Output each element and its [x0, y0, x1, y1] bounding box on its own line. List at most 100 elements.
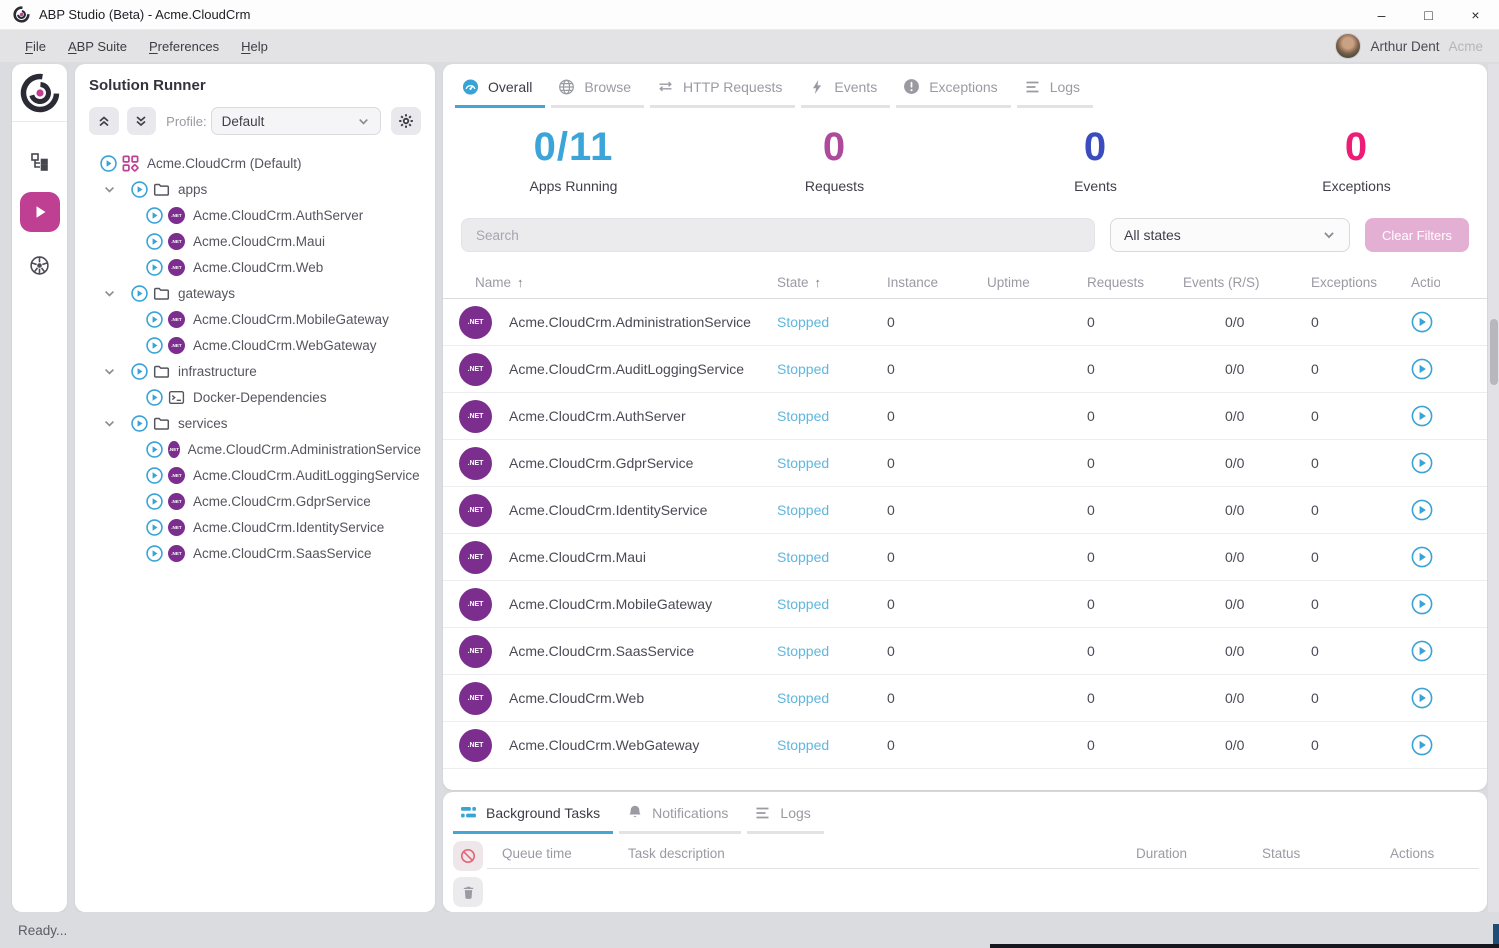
start-app-button[interactable] — [1411, 593, 1433, 615]
play-icon[interactable] — [146, 258, 163, 276]
app-row-acme-cloudcrm-administrationservice: .NET Acme.CloudCrm.AdministrationService S… — [443, 299, 1487, 346]
app-row-acme-cloudcrm-web: .NET Acme.CloudCrm.Web Stopped 0 0 0/0 0 — [443, 675, 1487, 722]
start-app-button[interactable] — [1411, 640, 1433, 662]
column-header-events-r-s[interactable]: Events (R/S) — [1183, 275, 1311, 290]
column-header-state[interactable]: State ↑ — [777, 275, 887, 290]
column-header-instance[interactable]: Instance — [887, 275, 987, 290]
tree-item-apps[interactable]: apps — [89, 176, 421, 202]
expand-all-button[interactable] — [126, 107, 157, 135]
tree-item-acme-cloudcrm-administrationservice[interactable]: .NET Acme.CloudCrm.AdministrationService — [89, 436, 421, 462]
close-button[interactable]: × — [1471, 6, 1480, 23]
menu-preferences[interactable]: Preferences — [149, 38, 220, 54]
app-icon-cell: .NET — [459, 540, 509, 574]
app-row-acme-cloudcrm-auditloggingservice: .NET Acme.CloudCrm.AuditLoggingService Sto… — [443, 346, 1487, 393]
menu-help[interactable]: Help — [241, 38, 268, 54]
tree-item-acme-cloudcrm-mobilegateway[interactable]: .NET Acme.CloudCrm.MobileGateway — [89, 306, 421, 332]
chevron-down-icon[interactable] — [101, 363, 118, 380]
play-icon[interactable] — [131, 414, 148, 432]
profile-select[interactable]: Default — [210, 107, 382, 135]
tree-item-acme-cloudcrm-web[interactable]: .NET Acme.CloudCrm.Web — [89, 254, 421, 280]
play-icon[interactable] — [146, 544, 163, 562]
play-icon[interactable] — [131, 180, 148, 198]
cancel-task-button[interactable] — [453, 841, 483, 871]
collapse-all-button[interactable] — [89, 107, 119, 135]
main-tab-browse[interactable]: Browse — [551, 75, 645, 108]
column-header-exceptions[interactable]: Exceptions — [1311, 275, 1411, 290]
start-app-button[interactable] — [1411, 546, 1433, 568]
solution-runner-button[interactable] — [19, 192, 60, 232]
play-icon[interactable] — [131, 362, 148, 380]
bottom-tabs: Background Tasks Notifications Logs — [443, 792, 1487, 834]
play-icon[interactable] — [131, 284, 148, 302]
runner-settings-button[interactable] — [391, 107, 422, 135]
start-app-button[interactable] — [1411, 311, 1433, 333]
start-app-button[interactable] — [1411, 734, 1433, 756]
start-app-button[interactable] — [1411, 452, 1433, 474]
search-input[interactable] — [461, 218, 1095, 252]
play-icon[interactable] — [146, 310, 163, 328]
tree-item-acme-cloudcrm-saasservice[interactable]: .NET Acme.CloudCrm.SaasService — [89, 540, 421, 566]
tree-item-infrastructure[interactable]: infrastructure — [89, 358, 421, 384]
start-app-button[interactable] — [1411, 358, 1433, 380]
bottom-tab-background-tasks[interactable]: Background Tasks — [453, 801, 614, 834]
play-icon[interactable] — [146, 440, 163, 458]
column-header-uptime[interactable]: Uptime — [987, 275, 1087, 290]
bottom-tab-notifications[interactable]: Notifications — [619, 801, 742, 834]
scrollbar-thumb[interactable] — [1489, 319, 1498, 385]
abp-logo-icon — [20, 73, 59, 113]
main-tab-exceptions[interactable]: Exceptions — [896, 75, 1011, 108]
tree-item-services[interactable]: services — [89, 410, 421, 436]
menu-abp-suite[interactable]: ABP Suite — [67, 38, 127, 54]
app-actions-cell — [1411, 452, 1487, 474]
kubernetes-button[interactable] — [21, 248, 59, 282]
tree-item-acme-cloudcrm-default[interactable]: Acme.CloudCrm (Default) — [89, 150, 421, 176]
tree-item-acme-cloudcrm-webgateway[interactable]: .NET Acme.CloudCrm.WebGateway — [89, 332, 421, 358]
main-tab-logs[interactable]: Logs — [1016, 75, 1094, 108]
app-state: Stopped — [777, 408, 830, 424]
start-app-button[interactable] — [1411, 499, 1433, 521]
tab-label: Logs — [1049, 78, 1081, 95]
tree-item-acme-cloudcrm-authserver[interactable]: .NET Acme.CloudCrm.AuthServer — [89, 202, 421, 228]
play-icon[interactable] — [146, 336, 163, 354]
tree-item-label: Acme.CloudCrm.AdministrationService — [187, 441, 421, 457]
play-icon[interactable] — [146, 518, 163, 536]
tree-item-label: Acme.CloudCrm.WebGateway — [193, 337, 377, 353]
app-icon-cell: .NET — [459, 352, 509, 386]
play-icon[interactable] — [146, 206, 163, 224]
solution-explorer-button[interactable] — [21, 144, 59, 178]
clear-tasks-button[interactable] — [453, 877, 483, 907]
maximize-button[interactable]: □ — [1424, 6, 1433, 23]
tree-item-acme-cloudcrm-auditloggingservice[interactable]: .NET Acme.CloudCrm.AuditLoggingService — [89, 462, 421, 488]
trash-icon — [463, 886, 473, 899]
tree-item-acme-cloudcrm-gdprservice[interactable]: .NET Acme.CloudCrm.GdprService — [89, 488, 421, 514]
menu-file[interactable]: File — [25, 38, 46, 54]
bottom-tab-logs[interactable]: Logs — [747, 801, 824, 834]
main-tab-events[interactable]: Events — [801, 75, 891, 108]
app-requests: 0 — [1087, 596, 1095, 612]
vertical-scrollbar[interactable] — [1488, 64, 1499, 912]
tree-item-docker-dependencies[interactable]: Docker-Dependencies — [89, 384, 421, 410]
user-area[interactable]: Arthur Dent Acme — [1335, 33, 1483, 59]
chevron-down-icon[interactable] — [101, 181, 118, 198]
main-tab-http-requests[interactable]: HTTP Requests — [650, 75, 796, 108]
main-tab-overall[interactable]: Overall — [455, 75, 546, 108]
tree-item-acme-cloudcrm-identityservice[interactable]: .NET Acme.CloudCrm.IdentityService — [89, 514, 421, 540]
play-icon[interactable] — [146, 232, 163, 250]
column-header-name[interactable]: Name ↑ — [459, 275, 777, 290]
column-header-actions[interactable]: Actions — [1411, 275, 1487, 290]
play-icon[interactable] — [146, 388, 163, 406]
tree-item-acme-cloudcrm-maui[interactable]: .NET Acme.CloudCrm.Maui — [89, 228, 421, 254]
play-icon[interactable] — [146, 466, 163, 484]
play-icon[interactable] — [100, 154, 117, 172]
column-header-requests[interactable]: Requests — [1087, 275, 1183, 290]
chevron-down-icon[interactable] — [101, 415, 118, 432]
user-avatar[interactable] — [1335, 33, 1362, 59]
clear-filters-button[interactable]: Clear Filters — [1365, 218, 1469, 252]
start-app-button[interactable] — [1411, 687, 1433, 709]
tree-item-gateways[interactable]: gateways — [89, 280, 421, 306]
minimize-button[interactable]: – — [1377, 6, 1386, 23]
chevron-down-icon[interactable] — [101, 285, 118, 302]
play-icon[interactable] — [146, 492, 163, 510]
state-filter-select[interactable]: All states — [1110, 218, 1350, 252]
start-app-button[interactable] — [1411, 405, 1433, 427]
